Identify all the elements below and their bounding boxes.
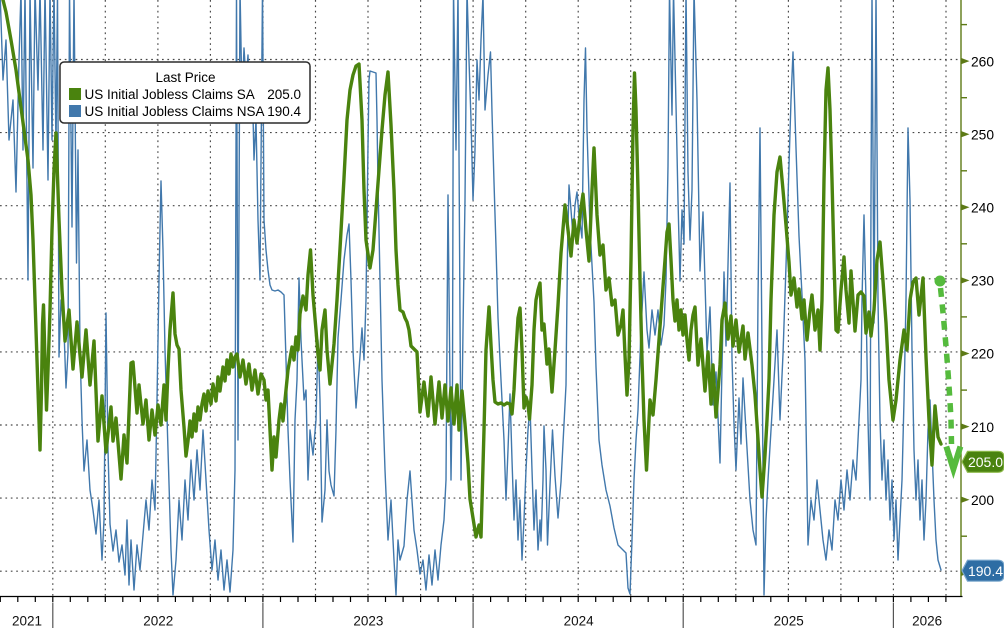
svg-text:2026: 2026 bbox=[912, 614, 942, 628]
svg-text:200: 200 bbox=[971, 493, 994, 508]
svg-text:190.4: 190.4 bbox=[267, 104, 301, 119]
svg-text:2021: 2021 bbox=[12, 614, 42, 628]
svg-text:2025: 2025 bbox=[774, 614, 804, 628]
svg-text:US Initial Jobless Claims NSA: US Initial Jobless Claims NSA bbox=[85, 104, 265, 119]
svg-text:250: 250 bbox=[971, 127, 994, 142]
svg-text:2024: 2024 bbox=[564, 614, 595, 628]
svg-text:210: 210 bbox=[971, 420, 994, 435]
svg-text:205.0: 205.0 bbox=[267, 87, 301, 102]
svg-text:230: 230 bbox=[971, 274, 994, 289]
svg-text:205.0: 205.0 bbox=[968, 454, 1003, 470]
svg-text:260: 260 bbox=[971, 54, 994, 69]
svg-text:2023: 2023 bbox=[353, 614, 383, 628]
svg-text:240: 240 bbox=[971, 201, 994, 216]
svg-text:220: 220 bbox=[971, 347, 994, 362]
svg-text:190.4: 190.4 bbox=[968, 563, 1003, 579]
svg-text:US Initial Jobless Claims SA: US Initial Jobless Claims SA bbox=[85, 87, 255, 102]
svg-text:2022: 2022 bbox=[143, 614, 173, 628]
svg-text:Last Price: Last Price bbox=[155, 70, 215, 85]
